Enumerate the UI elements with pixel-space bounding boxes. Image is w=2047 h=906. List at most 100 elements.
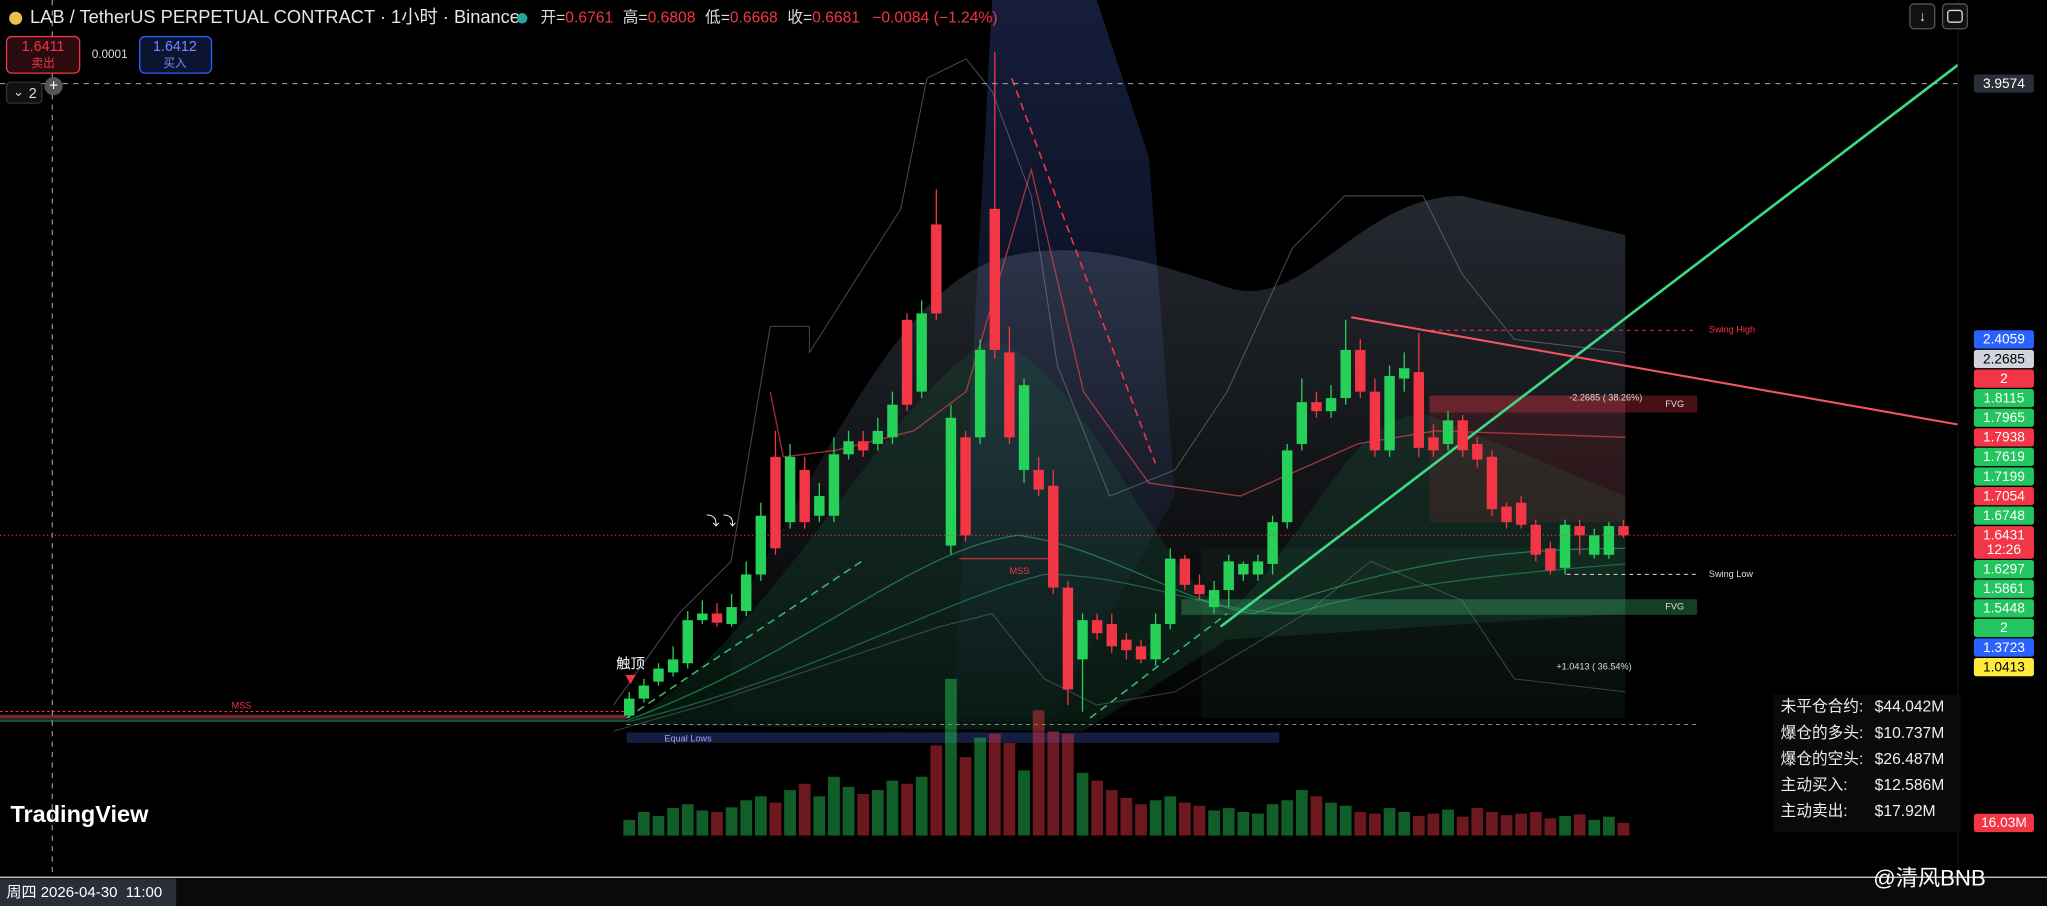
reset-button[interactable] <box>1941 3 1969 30</box>
time-axis <box>0 878 2047 906</box>
candle-body <box>974 349 986 438</box>
price-tag <box>1973 618 2034 638</box>
annotation: 触顶 <box>616 655 645 672</box>
candle-body <box>624 698 635 716</box>
volume-bar <box>1281 800 1294 836</box>
stats-label: 爆仓的空头: <box>1781 749 1864 768</box>
annotation: FVG <box>1665 601 1684 611</box>
equal-lows-zone <box>626 732 1280 743</box>
price-tag <box>1973 447 2034 467</box>
candle-body <box>726 607 737 625</box>
ohlc-label: 高= <box>623 8 648 26</box>
stats-label: 未平仓合约: <box>1781 698 1864 716</box>
volume-bar <box>945 678 957 836</box>
candle-body <box>960 437 971 536</box>
candle-body <box>887 404 898 438</box>
volume-bar <box>1105 790 1118 836</box>
marker-icon: ⤵ ⤵ <box>706 514 736 529</box>
annotation: +1.0413 ( 36.54%) <box>1556 662 1631 672</box>
buy-button[interactable] <box>139 35 213 74</box>
symbol-icon <box>9 11 23 25</box>
branding: TradingView <box>10 801 149 827</box>
scroll-button[interactable] <box>1909 3 1936 30</box>
candle-body <box>989 208 1001 350</box>
crosshair-time: 周四 2026-04-30 11:00 <box>7 884 163 901</box>
buy-price[interactable]: 1.6412 <box>153 39 197 55</box>
indicator-count[interactable]: 2 <box>29 86 37 102</box>
volume-bar <box>1325 802 1337 836</box>
candle-body <box>1369 391 1381 451</box>
price-tag-label: 1.5861 <box>1983 581 2025 596</box>
volume-bar <box>1003 743 1016 836</box>
price-tag-label: 1.8115 <box>1983 390 2024 405</box>
candle-body <box>1501 506 1512 523</box>
candle-body <box>1238 563 1249 575</box>
sell-price[interactable]: 1.6411 <box>22 39 65 55</box>
price-tag-label: 1.7054 <box>1983 488 2025 503</box>
candle-body <box>755 515 767 575</box>
candle-body <box>697 613 708 621</box>
trend-line-down <box>1350 316 1972 428</box>
candle-body <box>1179 558 1191 585</box>
price-tag <box>1973 638 2034 657</box>
candle-body <box>1398 368 1410 379</box>
annotation: -2.2685 ( 38.26%) <box>1569 393 1642 403</box>
stats-value: $26.487M <box>1875 751 1945 768</box>
price-tag <box>1973 369 2034 388</box>
volume-bar <box>1617 822 1630 836</box>
annotation: FVG <box>1665 399 1684 409</box>
price-tag-label: 2.4059 <box>1983 332 2025 347</box>
price-tag <box>1973 506 2034 525</box>
price-tag-label: 1.6431 <box>1983 528 2025 543</box>
add-icon[interactable]: + <box>49 77 58 94</box>
candle-body <box>1135 646 1147 660</box>
annotation: MSS <box>1010 566 1030 576</box>
collapse-icon[interactable]: ⌄ <box>13 84 24 99</box>
candle-body <box>1311 402 1322 412</box>
price-tag <box>1973 599 2034 618</box>
ma-line <box>626 563 1626 723</box>
candle-body <box>740 574 752 611</box>
volume-bar <box>652 815 665 836</box>
volume-bar <box>1018 770 1030 836</box>
volume-bar <box>1120 797 1133 836</box>
volume-bar <box>1412 815 1425 836</box>
candle-body <box>1325 398 1337 412</box>
volume-bar <box>842 786 855 836</box>
volume-bar <box>1310 796 1323 836</box>
dashed-trend <box>1089 612 1228 719</box>
candle-body <box>1048 485 1059 588</box>
add-button[interactable] <box>44 77 63 96</box>
stats-label: 爆仓的多头: <box>1781 723 1864 742</box>
volume-bar <box>1208 810 1220 836</box>
candle-body <box>1486 456 1498 510</box>
volume-bar <box>740 800 753 836</box>
ohlc-value: 0.6681 <box>812 9 860 26</box>
sell-label[interactable]: 卖出 <box>31 56 54 70</box>
candle-body <box>1545 548 1556 571</box>
volume-bar <box>1529 812 1542 836</box>
volume-bar <box>1091 780 1104 836</box>
sell-button[interactable] <box>5 35 81 74</box>
candle-body <box>945 417 957 546</box>
volume-tag <box>1973 813 2034 833</box>
volume-bar <box>1135 804 1147 836</box>
stats-label: 主动买入: <box>1781 776 1848 794</box>
volume-bar <box>915 776 928 836</box>
volume-bar <box>1237 812 1250 836</box>
volume-bar <box>1427 813 1440 836</box>
volume-bar <box>959 757 972 836</box>
countdown: 12:26 <box>1987 542 2022 557</box>
candle-body <box>1413 372 1425 448</box>
buy-label[interactable]: 买入 <box>163 57 187 70</box>
candle-body <box>1223 561 1234 591</box>
reset-icon[interactable] <box>1947 9 1963 23</box>
candle-body <box>1559 524 1571 568</box>
volume-bar <box>1559 815 1571 836</box>
ohlc: 开=0.6761 高=0.6808 低=0.6668 收=0.6681 −0.0… <box>540 8 997 26</box>
volume-bar <box>1295 790 1308 836</box>
scroll-icon[interactable]: ↓ <box>1919 9 1926 25</box>
collapse-button[interactable] <box>5 81 43 104</box>
volume-bar <box>1076 772 1089 836</box>
channel-line <box>613 560 1626 732</box>
